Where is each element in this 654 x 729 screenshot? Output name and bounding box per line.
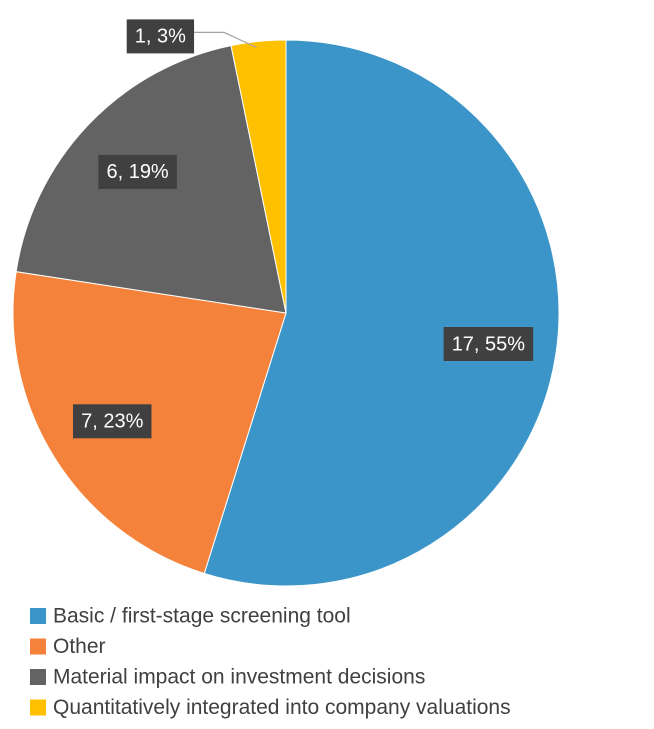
data-label: 17, 55% [443,327,534,362]
legend-label: Basic / first-stage screening tool [53,605,351,628]
legend-swatch [30,638,46,655]
legend-swatch [30,608,46,624]
data-label-box [443,327,534,362]
legend-label: Material impact on investment decisions [53,666,425,689]
leader-line [194,31,257,48]
data-label-text: 17, 55% [452,333,526,355]
pie-slice [203,39,560,587]
legend-label: Other [53,635,106,658]
pie-slice [230,39,287,314]
data-label: 1, 3% [126,19,257,54]
data-label-text: 7, 23% [81,411,143,433]
data-label-text: 6, 19% [106,161,168,183]
data-label-box [126,19,195,54]
data-label-text: 1, 3% [135,26,186,48]
legend-label: Quantitatively integrated into company v… [53,696,511,719]
legend-swatch [30,669,46,685]
data-label-box [72,404,152,439]
data-label-box [98,154,177,189]
data-label: 7, 23% [72,404,152,439]
data-label: 6, 19% [98,154,177,189]
legend-swatch [30,699,46,716]
